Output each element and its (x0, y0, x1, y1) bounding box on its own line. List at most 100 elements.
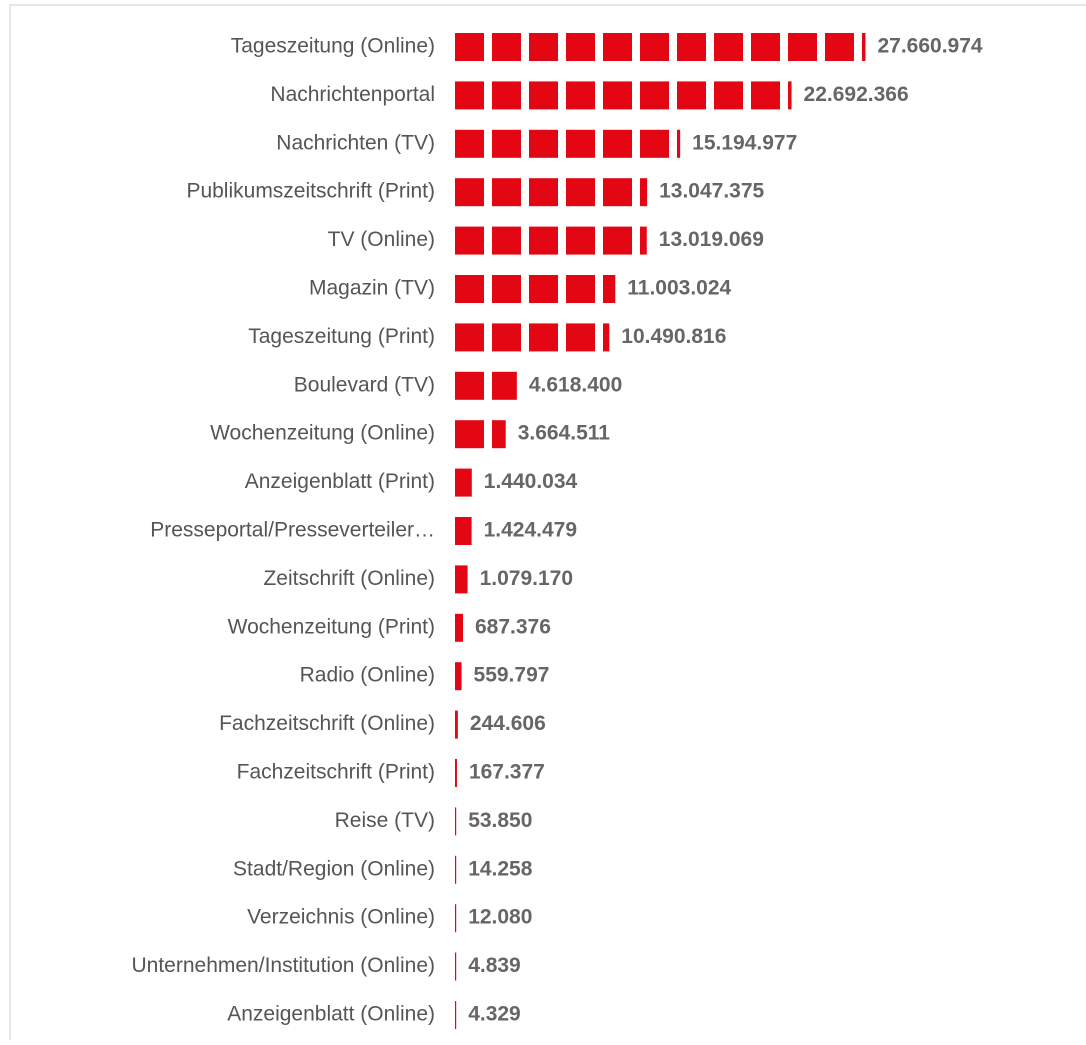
bar (455, 275, 616, 303)
square-part (677, 129, 681, 158)
square-part (455, 710, 458, 739)
square (492, 178, 521, 207)
square (603, 129, 632, 158)
value-label: 10.490.816 (621, 325, 726, 348)
square-part (455, 613, 464, 642)
category-label: Anzeigenblatt (Print) (245, 470, 435, 493)
square-part (455, 759, 457, 787)
bar (455, 565, 468, 594)
bar (455, 468, 472, 497)
square (492, 275, 521, 303)
bar (455, 807, 457, 836)
category-label: TV (Online) (328, 228, 435, 251)
category-label: Tageszeitung (Online) (231, 35, 435, 58)
frame (9, 4, 1086, 1040)
category-label: Publikumszeitschrift (Print) (186, 180, 435, 203)
bar (455, 371, 517, 400)
category-label: Nachrichten (TV) (276, 131, 435, 154)
value-label: 22.692.366 (804, 83, 909, 106)
square (529, 275, 558, 303)
value-label: 15.194.977 (692, 131, 797, 154)
square (603, 178, 632, 207)
category-label: Wochenzeitung (Online) (210, 422, 435, 445)
bar (455, 420, 506, 449)
category-label: Magazin (TV) (309, 277, 435, 300)
bar (455, 613, 464, 642)
category-label: Radio (Online) (300, 664, 435, 687)
square (529, 226, 558, 255)
category-label: Stadt/Region (Online) (233, 857, 435, 880)
square-part (492, 371, 517, 400)
category-label: Tageszeitung (Print) (248, 325, 435, 348)
category-label: Reise (TV) (335, 809, 435, 832)
square (529, 81, 558, 110)
square (455, 371, 484, 400)
square (566, 81, 595, 110)
bar (455, 710, 458, 739)
square (455, 178, 484, 207)
square (640, 81, 669, 110)
value-label: 4.618.400 (529, 373, 622, 396)
square (603, 33, 632, 61)
value-label: 11.003.024 (627, 277, 731, 300)
category-label: Boulevard (TV) (294, 373, 435, 396)
value-label: 13.047.375 (659, 180, 764, 203)
value-label: 1.079.170 (480, 567, 573, 590)
bar (455, 904, 457, 933)
square (714, 33, 743, 61)
bar (455, 81, 792, 110)
square (677, 33, 706, 61)
category-label: Wochenzeitung (Print) (228, 615, 435, 638)
value-label: 1.440.034 (484, 470, 578, 493)
value-label: 27.660.974 (877, 35, 982, 58)
bar (455, 662, 462, 691)
square (529, 323, 558, 352)
square (751, 33, 780, 61)
square (640, 33, 669, 61)
square (751, 81, 780, 110)
square-part (640, 226, 647, 255)
value-label: 14.258 (468, 857, 533, 880)
square-part (492, 420, 506, 449)
square (492, 129, 521, 158)
square-part (455, 662, 462, 691)
category-label: Nachrichtenportal (270, 83, 435, 106)
square (455, 129, 484, 158)
square (566, 178, 595, 207)
bar (455, 855, 457, 884)
bar (455, 759, 457, 787)
value-label: 3.664.511 (518, 422, 611, 445)
value-label: 4.839 (468, 954, 521, 977)
value-label: 167.377 (469, 761, 545, 784)
square (566, 275, 595, 303)
square (529, 33, 558, 61)
bar (455, 33, 866, 61)
square-part (603, 323, 610, 352)
square (677, 81, 706, 110)
square (492, 323, 521, 352)
square-part (862, 33, 866, 61)
value-label: 12.080 (468, 906, 532, 929)
category-label: Verzeichnis (Online) (247, 906, 435, 929)
square-part (455, 517, 472, 545)
square-part (455, 904, 457, 933)
square (455, 275, 484, 303)
square (529, 178, 558, 207)
bar (455, 1001, 457, 1029)
square-part (788, 81, 792, 110)
square (603, 81, 632, 110)
value-label: 4.329 (468, 1003, 521, 1026)
category-label: Fachzeitschrift (Online) (219, 712, 435, 735)
bar (455, 323, 610, 352)
square (566, 129, 595, 158)
category-label: Presseportal/Presseverteiler… (150, 519, 435, 542)
square-part (455, 855, 457, 884)
bar (455, 129, 681, 158)
square (640, 129, 669, 158)
category-label: Anzeigenblatt (Online) (227, 1003, 435, 1026)
square-part (455, 565, 468, 594)
value-label: 559.797 (474, 664, 550, 687)
bar (455, 178, 648, 207)
square (714, 81, 743, 110)
